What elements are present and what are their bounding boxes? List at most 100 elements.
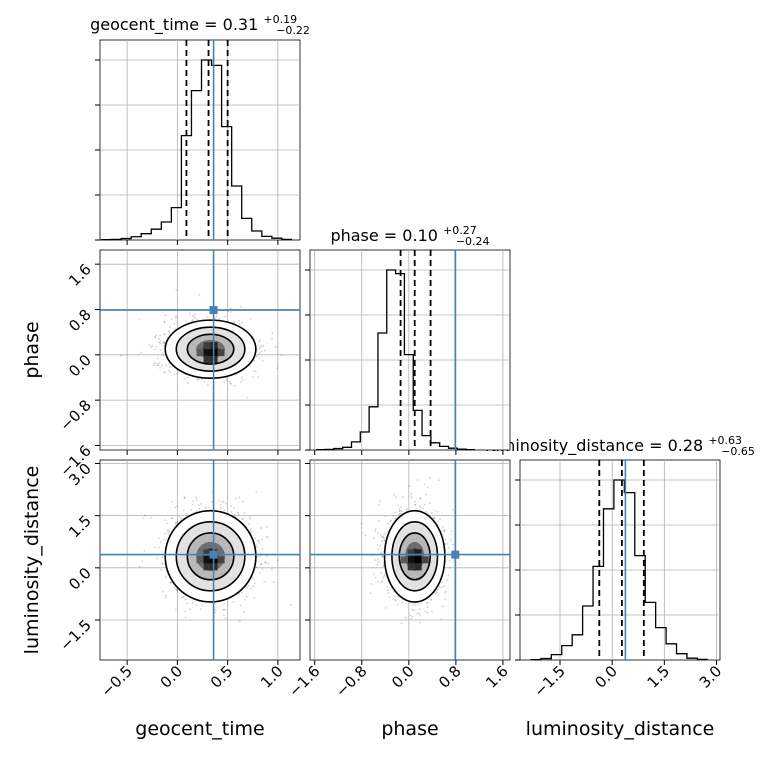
scatter-distance-phase-sample [379, 544, 382, 547]
scatter-distance-phase-sample [440, 618, 443, 621]
scatter-distance-phase-truth-marker [451, 550, 460, 559]
scatter-distance-geocent-sample [138, 565, 141, 568]
scatter-distance-geocent-sample [239, 604, 242, 607]
scatter-distance-geocent-sample [164, 519, 167, 522]
scatter-distance-phase-sample [432, 516, 434, 519]
scatter-distance-phase-sample [416, 479, 419, 481]
scatter-distance-phase-sample [400, 510, 403, 513]
scatter-distance-geocent-sample [245, 595, 248, 598]
scatter-distance-phase-sample [420, 506, 422, 509]
scatter-distance-geocent-sample [241, 500, 244, 503]
scatter-distance-geocent-sample [184, 610, 187, 613]
scatter-phase-geocent-sample [157, 357, 160, 359]
scatter-distance-phase-sample [414, 500, 416, 503]
scatter-distance-geocent-ytick-label-0: −1.5 [56, 616, 94, 654]
scatter-phase-geocent-sample [214, 317, 217, 319]
scatter-phase-geocent-sample [229, 382, 232, 385]
scatter-distance-phase-sample [376, 532, 379, 535]
scatter-distance-phase-sample [433, 517, 435, 520]
scatter-distance-geocent-sample [167, 529, 170, 532]
scatter-distance-geocent-sample [160, 568, 163, 571]
scatter-distance-phase-sample [458, 563, 461, 566]
scatter-distance-phase-sample [441, 581, 444, 583]
scatter-phase-geocent-ytick-label-3: 0.8 [65, 306, 95, 336]
scatter-phase-geocent-core-cell-0 [203, 342, 211, 350]
scatter-phase-geocent-sample [138, 318, 141, 321]
scatter-distance-phase-sample [438, 479, 440, 482]
scatter-distance-geocent-sample [169, 581, 172, 584]
scatter-distance-phase-sample [364, 534, 367, 537]
scatter-distance-phase-sample [392, 514, 395, 517]
scatter-distance-phase-sample [376, 563, 379, 566]
scatter-distance-geocent-sample [207, 506, 210, 509]
scatter-phase-geocent-sample [170, 318, 173, 321]
scatter-distance-geocent-sample [161, 590, 164, 593]
scatter-phase-geocent-sample [163, 342, 166, 345]
scatter-distance-geocent-sample [243, 512, 246, 514]
scatter-distance-geocent-sample [160, 541, 162, 543]
scatter-phase-geocent-sample [168, 330, 170, 333]
scatter-distance-geocent-sample [230, 511, 233, 513]
scatter-distance-geocent-sample [250, 587, 252, 590]
scatter-phase-geocent-core-cell-6 [203, 356, 211, 364]
scatter-distance-geocent-sample [144, 514, 146, 517]
scatter-distance-geocent-sample [219, 504, 222, 507]
scatter-distance-geocent-sample [171, 517, 174, 519]
scatter-distance-geocent-sample [260, 563, 263, 565]
scatter-distance-phase-sample [438, 585, 441, 588]
scatter-phase-geocent-sample [152, 364, 155, 367]
scatter-distance-phase-sample [394, 496, 397, 499]
scatter-distance-phase-sample [381, 580, 384, 582]
scatter-distance-phase-sample [386, 585, 389, 588]
scatter-distance-phase-sample [406, 508, 408, 511]
scatter-distance-phase-sample [436, 591, 438, 594]
scatter-phase-geocent-sample [196, 378, 199, 381]
scatter-distance-phase-sample [410, 617, 413, 620]
scatter-distance-geocent-sample [276, 559, 279, 562]
scatter-distance-phase-contour-1 [391, 521, 439, 592]
scatter-distance-phase-sample [374, 527, 377, 530]
scatter-distance-geocent-sample [252, 585, 255, 588]
scatter-phase-geocent-ytick-label-2: 0.0 [65, 351, 95, 381]
scatter-distance-phase-sample [383, 575, 385, 578]
scatter-phase-geocent-sample [159, 340, 162, 343]
scatter-distance-phase-sample [426, 606, 429, 609]
scatter-phase-geocent-sample [148, 344, 151, 346]
scatter-distance-geocent-sample [222, 608, 225, 611]
scatter-distance-phase-sample [397, 513, 400, 516]
scatter-phase-geocent-sample [164, 371, 167, 373]
scatter-phase-geocent-sample [157, 364, 160, 367]
scatter-phase-geocent-sample [260, 345, 263, 348]
scatter-distance-phase-sample [435, 590, 437, 593]
scatter-phase-geocent-sample [253, 360, 255, 363]
scatter-distance-phase-sample [398, 509, 401, 512]
scatter-distance-geocent-sample [230, 505, 233, 507]
scatter-distance-phase-sample [376, 581, 379, 583]
scatter-distance-geocent-sample [190, 508, 193, 511]
scatter-distance-geocent-core-cell-0 [203, 549, 211, 557]
scatter-distance-geocent-sample [161, 563, 164, 566]
scatter-distance-geocent-core-cell-6 [203, 563, 211, 571]
scatter-phase-geocent-sample [163, 333, 166, 335]
scatter-distance-geocent-sample [184, 616, 187, 619]
scatter-phase-geocent-sample [175, 288, 178, 291]
title-luminosity-distance: luminosity_distance = 0.28 +0.63 −0.65 [485, 429, 755, 458]
scatter-distance-phase-sample [381, 555, 384, 558]
scatter-distance-geocent-sample [232, 600, 235, 603]
scatter-distance-geocent-sample [174, 506, 177, 509]
scatter-phase-geocent-sample [193, 315, 195, 318]
scatter-distance-phase-sample [401, 496, 404, 499]
scatter-distance-phase-sample [418, 608, 421, 610]
scatter-distance-phase-sample [392, 590, 395, 593]
scatter-phase-geocent-sample [226, 379, 228, 381]
scatter-phase-geocent-sample [159, 342, 162, 345]
scatter-phase-geocent-sample [241, 321, 244, 324]
scatter-distance-phase-sample [414, 503, 417, 506]
scatter-distance-phase-sample [431, 512, 433, 514]
scatter-phase-geocent-sample [233, 321, 236, 323]
scatter-phase-geocent-sample [215, 315, 218, 318]
scatter-phase-geocent-sample [191, 319, 194, 321]
scatter-distance-phase-core-cell-2 [407, 556, 415, 564]
scatter-phase-geocent-sample [252, 375, 255, 378]
scatter-distance-geocent-sample [273, 581, 275, 584]
